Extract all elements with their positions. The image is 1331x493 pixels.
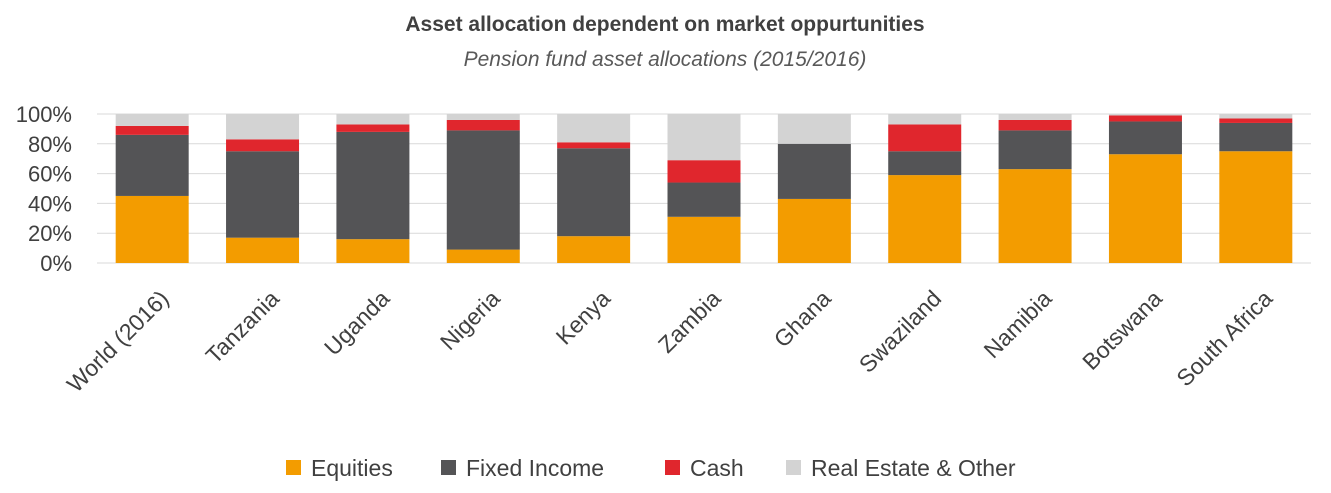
bar-segment bbox=[998, 114, 1072, 120]
bar-segment bbox=[336, 114, 410, 125]
x-tick-label: Namibia bbox=[979, 285, 1057, 363]
bar-segment bbox=[1219, 114, 1293, 119]
bar-segment bbox=[888, 114, 962, 125]
legend-swatch bbox=[665, 460, 680, 475]
bar-segment bbox=[1219, 122, 1293, 152]
bar-segment bbox=[998, 130, 1072, 170]
bar-segment bbox=[777, 143, 851, 199]
bar-segment bbox=[777, 198, 851, 263]
legend-label: Real Estate & Other bbox=[811, 455, 1016, 481]
bar-segment bbox=[446, 249, 520, 263]
legend-label: Equities bbox=[311, 455, 393, 481]
bar-segment bbox=[226, 139, 300, 152]
bar-segment bbox=[446, 130, 520, 250]
bar-segment bbox=[998, 119, 1072, 131]
x-tick-label: South Africa bbox=[1171, 285, 1277, 391]
bar-segment bbox=[667, 216, 741, 263]
x-tick-label: Botswana bbox=[1077, 285, 1167, 375]
bar-segment bbox=[226, 237, 300, 263]
bar-segment bbox=[557, 114, 631, 143]
bar-segment bbox=[1219, 118, 1293, 123]
x-axis-ticks: World (2016) Tanzania Uganda Nigeria Kenya Za… bbox=[62, 285, 1278, 397]
bar-segment bbox=[1108, 121, 1182, 155]
bar-segment bbox=[336, 131, 410, 240]
x-tick-label: Nigeria bbox=[435, 285, 505, 355]
y-tick-label: 60% bbox=[28, 162, 72, 187]
y-tick-label: 0% bbox=[40, 251, 72, 276]
x-tick-label: Kenya bbox=[551, 285, 616, 350]
bar-segment bbox=[226, 151, 300, 238]
bar-segment bbox=[115, 195, 189, 263]
bar-segment bbox=[1219, 151, 1293, 263]
bar-segment bbox=[667, 114, 741, 161]
bar-segment bbox=[226, 114, 300, 140]
bar-segment bbox=[1108, 115, 1182, 122]
bar-segment bbox=[667, 182, 741, 217]
x-tick-label: Zambia bbox=[653, 285, 726, 358]
x-tick-label: World (2016) bbox=[62, 285, 174, 397]
bar-segment bbox=[115, 134, 189, 196]
legend: Equities Fixed Income Cash Real Estate & Ot… bbox=[286, 455, 1016, 481]
legend-swatch bbox=[441, 460, 456, 475]
bar-segment bbox=[336, 124, 410, 132]
x-tick-label: Tanzania bbox=[201, 285, 285, 369]
bar-segment bbox=[446, 114, 520, 120]
bar-segment bbox=[115, 114, 189, 126]
bar-segment bbox=[557, 142, 631, 149]
y-tick-label: 80% bbox=[28, 132, 72, 157]
x-tick-label: Ghana bbox=[769, 285, 836, 352]
y-tick-label: 100% bbox=[16, 102, 72, 127]
legend-label: Fixed Income bbox=[466, 455, 604, 481]
bar-segment bbox=[1108, 154, 1182, 263]
bar-segment bbox=[446, 119, 520, 131]
y-tick-label: 40% bbox=[28, 191, 72, 216]
bar-segment bbox=[888, 124, 962, 152]
bar-segment bbox=[777, 114, 851, 144]
bar-segment bbox=[888, 175, 962, 263]
bar-segment bbox=[998, 169, 1072, 263]
legend-swatch bbox=[286, 460, 301, 475]
bar-segment bbox=[1108, 114, 1182, 116]
y-axis-ticks: 0% 20% 40% 60% 80% 100% bbox=[16, 102, 72, 276]
bars bbox=[115, 114, 1293, 263]
y-tick-label: 20% bbox=[28, 221, 72, 246]
x-tick-label: Uganda bbox=[319, 285, 395, 361]
x-tick-label: Swaziland bbox=[854, 285, 947, 378]
bar-segment bbox=[115, 125, 189, 135]
bar-segment bbox=[557, 236, 631, 263]
chart-subtitle: Pension fund asset allocations (2015/201… bbox=[464, 48, 867, 71]
bar-segment bbox=[336, 239, 410, 263]
legend-label: Cash bbox=[690, 455, 744, 481]
bar-segment bbox=[557, 148, 631, 237]
legend-swatch bbox=[786, 460, 801, 475]
chart-title: Asset allocation dependent on market opp… bbox=[405, 13, 924, 36]
bar-segment bbox=[667, 160, 741, 183]
bar-segment bbox=[888, 151, 962, 176]
